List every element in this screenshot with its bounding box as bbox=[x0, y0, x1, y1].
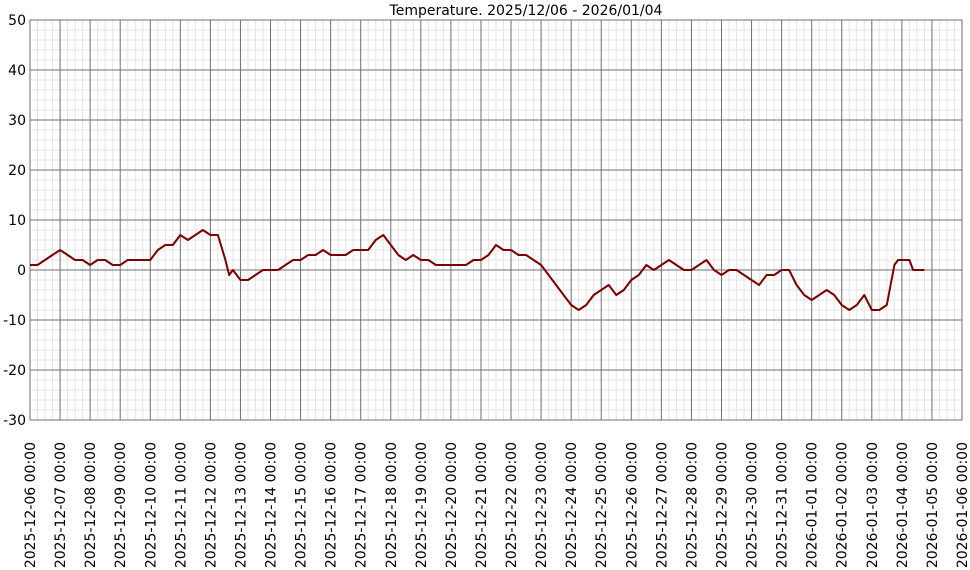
x-tick-label: 2026-01-02 00:00 bbox=[835, 442, 851, 568]
x-tick-label: 2026-01-03 00:00 bbox=[865, 442, 881, 568]
x-tick-label: 2025-12-27 00:00 bbox=[654, 442, 670, 568]
y-tick-label: 40 bbox=[8, 63, 26, 79]
x-tick-label: 2025-12-26 00:00 bbox=[624, 442, 640, 568]
x-tick-label: 2025-12-07 00:00 bbox=[53, 442, 69, 568]
x-tick-label: 2025-12-25 00:00 bbox=[594, 442, 610, 568]
x-axis-ticks: 2025-12-06 00:00 2025-12-07 00:00 2025-12-… bbox=[23, 442, 970, 568]
x-tick-label: 2026-01-04 00:00 bbox=[895, 442, 911, 568]
x-tick-label: 2025-12-12 00:00 bbox=[203, 442, 219, 568]
x-tick-label: 2025-12-15 00:00 bbox=[294, 442, 310, 568]
x-tick-label: 2025-12-20 00:00 bbox=[444, 442, 460, 568]
x-tick-label: 2026-01-06 00:00 bbox=[955, 442, 970, 568]
x-tick-label: 2025-12-21 00:00 bbox=[474, 442, 490, 568]
y-tick-label: -10 bbox=[3, 313, 26, 329]
x-tick-label: 2025-12-31 00:00 bbox=[775, 442, 791, 568]
major-grid bbox=[29, 19, 963, 421]
series-layer bbox=[30, 229, 925, 311]
x-tick-label: 2025-12-28 00:00 bbox=[684, 442, 700, 568]
temperature-series-line bbox=[30, 229, 925, 311]
x-tick-label: 2025-12-16 00:00 bbox=[324, 442, 340, 568]
y-tick-label: -30 bbox=[3, 413, 26, 429]
y-tick-label: 30 bbox=[8, 113, 26, 129]
x-tick-label: 2025-12-08 00:00 bbox=[83, 442, 99, 568]
y-tick-label: 0 bbox=[17, 263, 26, 279]
chart-title: Temperature. 2025/12/06 - 2026/01/04 bbox=[389, 3, 663, 19]
x-tick-label: 2025-12-23 00:00 bbox=[534, 442, 550, 568]
x-tick-label: 2025-12-30 00:00 bbox=[745, 442, 761, 568]
x-tick-label: 2026-01-01 00:00 bbox=[805, 442, 821, 568]
y-axis-ticks: 50 40 30 20 10 0 -10 -20 -30 bbox=[3, 13, 26, 429]
x-tick-label: 2025-12-29 00:00 bbox=[714, 442, 730, 568]
x-tick-label: 2025-12-10 00:00 bbox=[143, 442, 159, 568]
x-tick-label: 2025-12-13 00:00 bbox=[233, 442, 249, 568]
x-tick-label: 2025-12-14 00:00 bbox=[264, 442, 280, 568]
x-tick-label: 2025-12-22 00:00 bbox=[504, 442, 520, 568]
x-tick-label: 2025-12-09 00:00 bbox=[113, 442, 129, 568]
x-tick-label: 2025-12-17 00:00 bbox=[354, 442, 370, 568]
y-tick-label: 20 bbox=[8, 163, 26, 179]
x-tick-label: 2025-12-18 00:00 bbox=[384, 442, 400, 568]
y-tick-label: 10 bbox=[8, 213, 26, 229]
y-tick-label: 50 bbox=[8, 13, 26, 29]
x-tick-label: 2026-01-05 00:00 bbox=[925, 442, 941, 568]
plot-frame bbox=[29, 19, 963, 421]
x-tick-label: 2025-12-11 00:00 bbox=[173, 442, 189, 568]
x-tick-label: 2025-12-06 00:00 bbox=[23, 442, 39, 568]
x-tick-label: 2025-12-19 00:00 bbox=[414, 442, 430, 568]
plot-border bbox=[29, 19, 963, 421]
y-tick-label: -20 bbox=[3, 363, 26, 379]
x-tick-label: 2025-12-24 00:00 bbox=[564, 442, 580, 568]
